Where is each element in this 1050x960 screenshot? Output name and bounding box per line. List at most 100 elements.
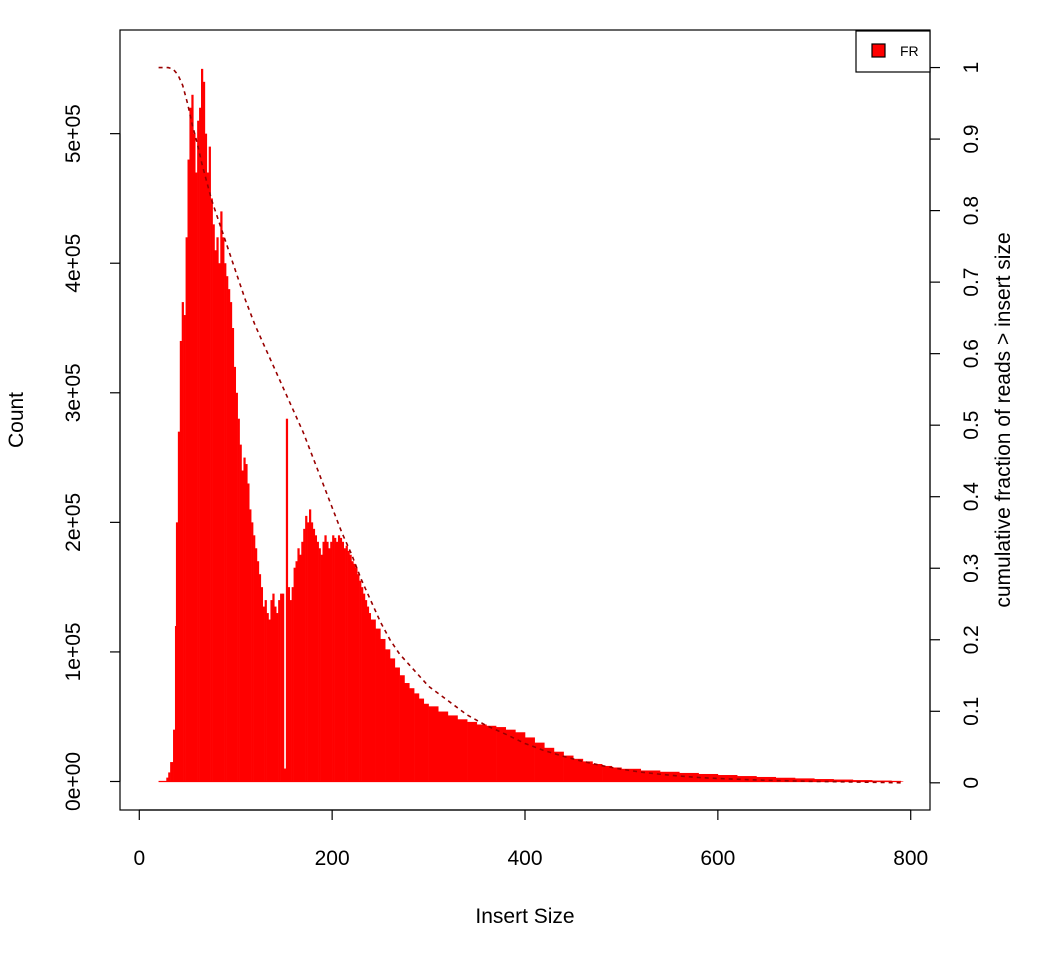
legend: FR: [855, 30, 931, 73]
histogram-bar: [368, 613, 372, 782]
histogram-bar: [418, 698, 425, 782]
histogram-bar: [283, 768, 287, 782]
histogram-bar: [293, 567, 296, 782]
histogram-bar: [175, 522, 179, 782]
x-tick-label: 200: [315, 847, 350, 870]
y-tick-label: 0e+00: [62, 752, 85, 811]
histogram-bar: [611, 767, 622, 782]
histogram-bar: [363, 593, 366, 782]
histogram-bar: [274, 606, 277, 782]
y-axis-right: 0 0.1 0.2 0.3 0.4 0.5 0.6 0.7 0.8 0.9 1: [929, 62, 983, 789]
histogram-bar: [193, 133, 196, 782]
histogram-bar: [210, 198, 213, 782]
histogram-bar: [394, 667, 400, 782]
histogram-bar: [314, 535, 318, 782]
histogram-bar: [201, 68, 204, 782]
histogram-bar: [428, 706, 439, 782]
histogram-bar: [316, 541, 319, 782]
histogram-bar: [301, 541, 304, 782]
histogram-bar: [370, 619, 376, 782]
histogram-bar: [278, 600, 281, 782]
histogram-bar: [361, 587, 364, 782]
histogram-bar: [212, 224, 215, 782]
histogram-bar: [390, 658, 396, 782]
histogram-bar: [336, 541, 339, 782]
histogram-bar: [359, 580, 362, 782]
histogram-bar: [185, 237, 188, 782]
histogram-bar: [299, 554, 302, 782]
histogram-bar: [251, 522, 254, 782]
histogram-bar: [255, 548, 258, 782]
histogram-bar: [496, 727, 507, 782]
x-tick-label: 400: [507, 847, 542, 870]
histogram-bar: [814, 779, 834, 782]
x-tick-label: 0: [133, 847, 145, 870]
histogram-bar: [189, 107, 192, 782]
histogram-bar: [795, 778, 815, 782]
histogram-bar: [592, 764, 603, 782]
histogram-bar: [756, 776, 777, 782]
histogram-bar: [343, 548, 346, 782]
histogram-bar: [621, 768, 642, 782]
y-tick-label: 3e+05: [62, 363, 85, 422]
histogram-bar: [276, 613, 279, 782]
legend-label-fr: FR: [900, 43, 919, 59]
y-right-tick-label: 0.3: [960, 554, 983, 583]
histogram-bar: [525, 737, 535, 782]
histogram-bar: [353, 563, 356, 782]
histogram-bar: [582, 761, 593, 782]
histogram-bar: [235, 392, 238, 782]
histogram-bar: [404, 683, 410, 782]
histogram-bar: [297, 548, 300, 782]
histogram-bar: [179, 340, 183, 782]
histogram-bar: [216, 237, 219, 782]
y-right-tick-label: 0.8: [960, 196, 983, 225]
histogram-bar: [170, 762, 174, 782]
histogram-bar: [833, 779, 854, 782]
y-tick-label: 1e+05: [62, 622, 85, 681]
histogram-bar: [220, 211, 223, 782]
histogram-bar: [289, 600, 292, 782]
y-right-tick-label: 0.6: [960, 339, 983, 368]
histogram-bar: [282, 593, 285, 782]
y-tick-label: 2e+05: [62, 493, 85, 552]
histogram-bar: [295, 561, 298, 782]
histogram-bar: [349, 554, 352, 782]
histogram-bar: [534, 742, 545, 782]
histogram-bar: [258, 574, 262, 782]
histogram-bar: [181, 302, 184, 782]
histogram-bar: [399, 675, 405, 782]
histogram-bar: [357, 574, 360, 782]
y-axis-left: 0e+00 1e+05 2e+05 3e+05 4e+05 5e+05: [62, 104, 121, 811]
histogram-bar: [222, 237, 225, 782]
x-axis-label: Insert Size: [475, 905, 574, 928]
histogram-bar: [515, 732, 526, 782]
histogram-bar: [640, 770, 661, 782]
y-right-tick-label: 1: [960, 62, 983, 74]
histogram-bar: [409, 688, 415, 782]
histogram-bar: [237, 418, 240, 782]
y-tick-label: 5e+05: [62, 104, 85, 163]
histogram-bar: [256, 561, 260, 782]
histogram-bar: [202, 81, 206, 782]
histogram-bar: [264, 600, 267, 782]
histogram-bar: [183, 315, 186, 782]
histogram-bar: [486, 725, 497, 782]
histogram-bar: [320, 554, 323, 782]
histogram-bar: [351, 561, 354, 782]
histogram-bar: [328, 548, 331, 782]
y-right-tick-label: 0.2: [960, 625, 983, 654]
y-right-tick-label: 0.1: [960, 697, 983, 726]
histogram-bar: [345, 545, 348, 782]
histogram-bar: [231, 328, 235, 782]
histogram-bar: [228, 289, 231, 782]
histogram-bar: [204, 133, 208, 782]
histogram-bar: [717, 775, 738, 782]
histogram-bar: [347, 550, 350, 782]
y-right-tick-label: 0.4: [960, 482, 983, 512]
histogram-bar: [737, 776, 757, 782]
histogram-bar: [305, 515, 308, 782]
histogram-bar: [241, 470, 244, 782]
histogram-bar: [326, 541, 329, 782]
histogram-bar: [270, 600, 273, 782]
